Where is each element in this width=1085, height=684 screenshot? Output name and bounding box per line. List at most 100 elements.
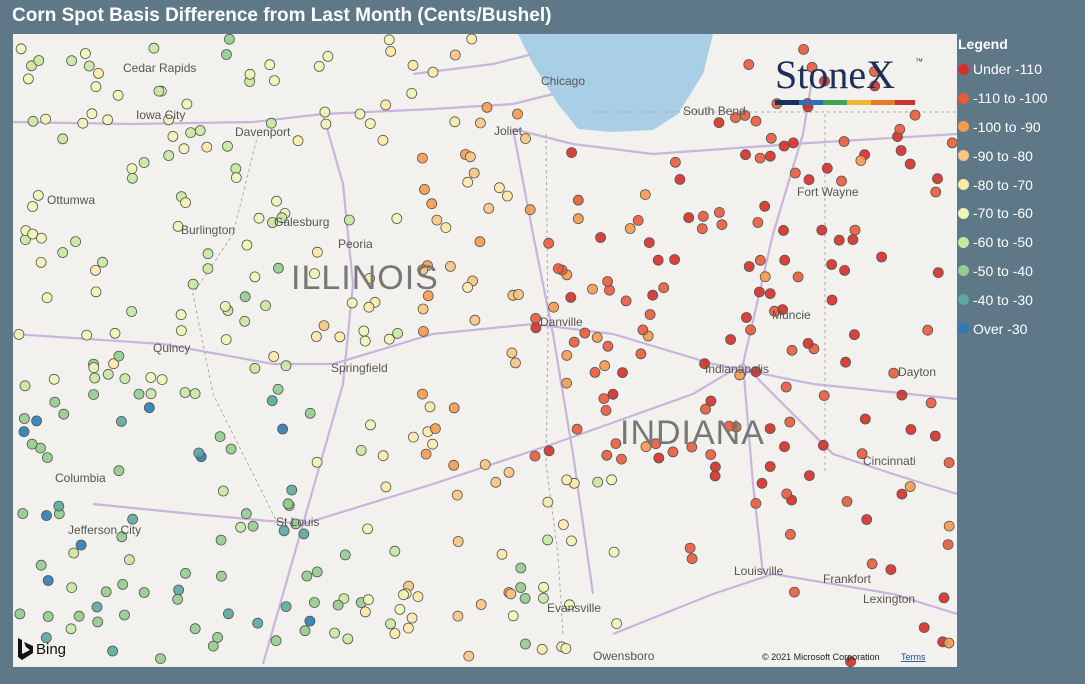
station-dot	[510, 357, 521, 369]
station-dot	[189, 388, 201, 400]
station-dot	[420, 448, 432, 460]
station-dot	[329, 627, 341, 639]
city-label: Muncie	[772, 308, 811, 322]
station-dot	[97, 256, 108, 268]
station-dot	[632, 214, 644, 226]
legend-item: -110 to -100	[958, 84, 1047, 113]
city-label: Quincy	[153, 341, 190, 355]
legend-item: Over -30	[958, 314, 1047, 343]
station-dot	[113, 465, 125, 477]
station-dot	[304, 407, 316, 419]
station-dot	[714, 206, 725, 218]
station-dot	[750, 497, 762, 509]
station-dot	[286, 484, 298, 496]
station-dot	[65, 623, 77, 635]
station-dot	[260, 300, 272, 312]
legend-swatch	[958, 236, 969, 248]
legend-label: -50 to -40	[973, 262, 1033, 279]
station-dot	[66, 582, 78, 593]
station-dot	[802, 337, 814, 349]
station-dot	[817, 439, 829, 451]
station-dot	[640, 441, 652, 453]
station-dot	[93, 68, 104, 79]
station-dot	[424, 401, 436, 413]
station-dot	[943, 520, 955, 532]
station-dot	[363, 301, 375, 313]
station-dot	[417, 325, 429, 337]
station-dot	[26, 438, 38, 450]
station-dot	[503, 466, 515, 478]
station-dot	[606, 474, 617, 486]
legend-item: Under -110	[958, 55, 1047, 84]
station-dot	[918, 622, 930, 633]
station-dot	[683, 212, 695, 224]
station-dot	[278, 525, 290, 537]
station-dot	[565, 291, 577, 303]
station-dot	[320, 118, 332, 130]
station-dot	[380, 481, 392, 493]
station-dot	[821, 162, 833, 174]
city-label: Jefferson City	[68, 523, 141, 537]
logo-bar	[799, 100, 823, 105]
city-label: Joliet	[494, 124, 523, 138]
station-dot	[292, 135, 304, 147]
terms-link[interactable]: Terms	[901, 652, 926, 662]
city-label: Cincinnati	[863, 454, 916, 468]
station-dot	[100, 586, 112, 598]
station-dot	[624, 223, 636, 234]
station-dot	[930, 186, 942, 198]
station-dot	[591, 331, 603, 343]
station-dot	[235, 521, 247, 533]
station-dot	[463, 650, 475, 662]
legend-title: Legend	[958, 36, 1008, 52]
station-dot	[304, 615, 316, 627]
station-dot	[18, 426, 30, 438]
city-label: Cedar Rapids	[123, 61, 196, 75]
city-label: Springfield	[331, 361, 388, 375]
station-dot	[572, 213, 584, 225]
station-dot	[468, 167, 480, 179]
station-dot	[759, 271, 771, 283]
station-dot	[479, 459, 491, 471]
station-dot	[18, 413, 30, 424]
station-dot	[75, 539, 87, 551]
station-dot	[507, 610, 519, 622]
station-dot	[398, 589, 409, 601]
station-dot	[548, 301, 559, 313]
station-dot	[895, 145, 907, 156]
station-dot	[520, 133, 531, 144]
station-dot	[49, 396, 61, 408]
station-dot	[417, 264, 429, 276]
station-dot	[849, 224, 861, 236]
station-dot	[932, 173, 943, 185]
station-dot	[904, 481, 916, 492]
station-dot	[684, 542, 696, 554]
station-dot	[222, 608, 234, 620]
station-dot	[861, 514, 873, 525]
station-dot	[847, 234, 859, 246]
bing-icon	[18, 638, 33, 660]
station-dot	[241, 239, 253, 251]
station-dot	[716, 219, 728, 231]
station-dot	[92, 616, 104, 628]
station-dot	[566, 147, 577, 158]
station-dot	[462, 281, 474, 293]
station-dot	[230, 172, 242, 184]
station-dot	[272, 383, 284, 395]
station-dot	[264, 59, 276, 71]
station-dot	[836, 175, 847, 187]
station-dot	[669, 254, 680, 265]
station-dot	[572, 194, 584, 206]
station-dot	[652, 254, 664, 266]
station-dot	[448, 459, 460, 471]
station-dot	[81, 329, 93, 341]
station-dot	[225, 443, 237, 455]
station-dot	[383, 34, 395, 46]
station-dot	[741, 312, 752, 323]
station-dot	[838, 136, 850, 147]
station-dot	[412, 591, 424, 602]
station-dot	[647, 289, 659, 301]
logo-text: StoneX	[775, 52, 895, 97]
legend-label: Under -110	[973, 61, 1043, 78]
station-dot	[566, 535, 577, 547]
